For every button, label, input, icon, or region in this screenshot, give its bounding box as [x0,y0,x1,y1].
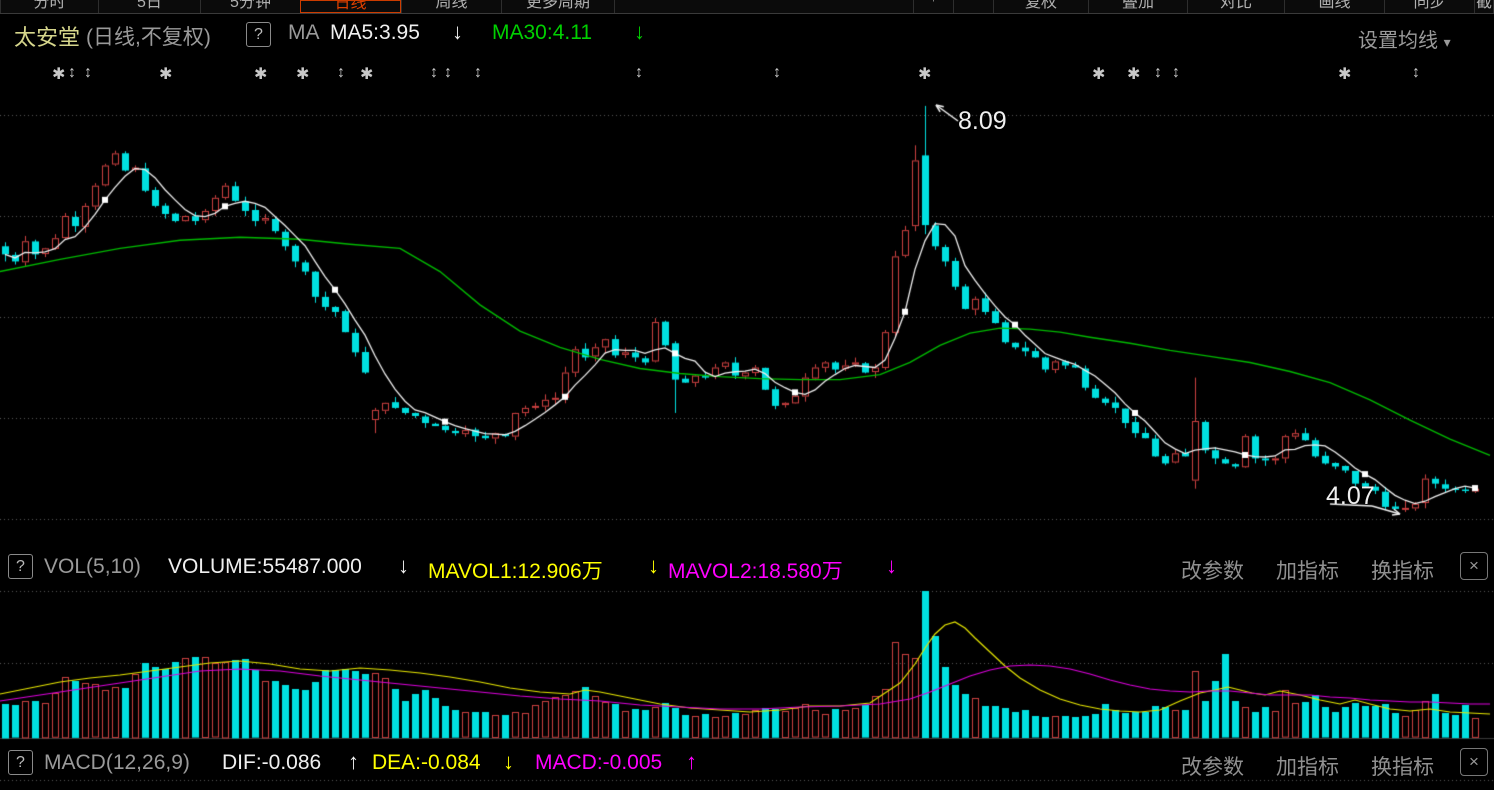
high-price-label: 8.09 [958,107,1007,135]
vol-close-icon[interactable]: × [1460,552,1488,580]
event-marker-star-icon[interactable]: ✱ [52,66,66,83]
macd-pane-actions: 改参数 加指标 换指标 [1181,751,1466,781]
toolbar-button-3[interactable]: 叠加 [1088,0,1187,13]
ma30-value: MA30:4.11 [492,21,593,44]
macd-up-arrow-icon: ↑ [686,749,697,774]
period-tabbar: 分时 5日 5分钟 日线 周线 更多周期 ↑ 复权 叠加 对比 画线 同步 截 [0,0,1494,14]
event-marker-updown-icon[interactable]: ↕ [430,64,438,81]
toolbar-button-5[interactable]: 画线 [1284,0,1384,13]
tab-5[interactable]: 更多周期 [501,0,615,13]
dea-down-arrow-icon: ↓ [503,749,514,774]
macd-close-icon[interactable]: × [1460,748,1488,776]
macd-indicator-name: MACD(12,26,9) [44,751,190,774]
action-换指标[interactable]: 换指标 [1371,756,1434,779]
toolbar-button-label: 复权 [1024,0,1057,11]
event-marker-updown-icon[interactable]: ↕ [1172,64,1180,81]
toolbar-button-label: 叠加 [1121,0,1154,11]
tab-label: 日线 [334,0,367,12]
toolbar-button-4[interactable]: 对比 [1187,0,1284,13]
event-marker-star-icon[interactable]: ✱ [918,66,932,83]
event-marker-star-icon[interactable]: ✱ [159,66,173,83]
action-加指标[interactable]: 加指标 [1276,756,1339,779]
tab-label: 分时 [33,0,66,11]
tab-label: 周线 [435,0,468,11]
toolbar-button-label: 画线 [1318,0,1351,11]
tab-label: 更多周期 [525,0,590,11]
event-marker-updown-icon[interactable]: ↕ [773,64,781,81]
ma5-down-arrow-icon: ↓ [452,19,463,44]
action-换指标[interactable]: 换指标 [1371,560,1434,583]
low-price-label: 4.07 [1326,482,1375,510]
toolbar-button-label: 截 [1475,0,1492,11]
event-marker-star-icon[interactable]: ✱ [1127,66,1141,83]
ma-group-label: MA [288,21,320,44]
period-tabs-left: 分时 5日 5分钟 日线 周线 更多周期 [0,0,615,13]
dif-up-arrow-icon: ↑ [348,749,359,774]
event-marker-updown-icon[interactable]: ↕ [1154,64,1162,81]
tab-label: 5日 [137,0,162,11]
event-marker-star-icon[interactable]: ✱ [360,66,374,83]
event-marker-updown-icon[interactable]: ↕ [444,64,452,81]
action-加指标[interactable]: 加指标 [1276,560,1339,583]
toolbar-button-label: 同步 [1413,0,1446,11]
vol-indicator-name: VOL(5,10) [44,555,141,578]
toolbar-button-6[interactable]: 同步 [1384,0,1474,13]
macd-value: MACD:-0.005 [535,751,663,774]
volume-down-arrow-icon: ↓ [398,553,409,578]
event-marker-star-icon[interactable]: ✱ [296,66,310,83]
event-marker-star-icon[interactable]: ✱ [1092,66,1106,83]
event-marker-updown-icon[interactable]: ↕ [635,64,643,81]
macd-help-icon[interactable]: ? [8,750,33,775]
tab-label: 5分钟 [230,0,271,11]
event-marker-updown-icon[interactable]: ↕ [84,64,92,81]
mavol1-value: MAVOL1:12.906万 [428,560,603,583]
ma-settings-button[interactable]: 设置均线 ▾ [1358,24,1451,53]
vol-help-icon[interactable]: ? [8,554,33,579]
mavol2-down-arrow-icon: ↓ [886,553,897,578]
caret-down-icon: ▾ [1443,34,1451,50]
toolbar-button-7[interactable]: 截 [1474,0,1494,13]
ma-help-icon[interactable]: ? [246,22,271,47]
toolbar-button-2[interactable]: 复权 [993,0,1088,13]
chart-tools-right: ↑ 复权 叠加 对比 画线 同步 截 [913,0,1494,13]
toolbar-button-label: ↑ [914,0,953,6]
action-改参数[interactable]: 改参数 [1181,560,1244,583]
tab-0[interactable]: 分时 [0,0,98,13]
action-改参数[interactable]: 改参数 [1181,756,1244,779]
volume-value: VOLUME:55487.000 [168,555,362,578]
stock-name: 太安堂 [14,25,81,50]
period-note: (日线,不复权) [86,26,211,49]
tab-active-3[interactable]: 日线 [300,0,401,13]
toolbar-button-label: 对比 [1219,0,1252,11]
event-marker-updown-icon[interactable]: ↕ [337,64,345,81]
ma5-value: MA5:3.95 [330,21,420,44]
ma30-down-arrow-icon: ↓ [634,19,645,44]
vol-pane-actions: 改参数 加指标 换指标 [1181,555,1466,585]
ma-settings-label: 设置均线 [1358,30,1438,52]
toolbar-button-0[interactable]: ↑ [913,0,953,13]
mavol2-value: MAVOL2:18.580万 [668,560,843,583]
event-marker-updown-icon[interactable]: ↕ [68,64,76,81]
toolbar-button-1[interactable] [953,0,993,13]
mavol1-down-arrow-icon: ↓ [648,553,659,578]
dea-value: DEA:-0.084 [372,751,481,774]
tab-1[interactable]: 5日 [98,0,200,13]
event-marker-updown-icon[interactable]: ↕ [1412,64,1420,81]
dif-value: DIF:-0.086 [222,751,322,774]
event-marker-star-icon[interactable]: ✱ [1338,66,1352,83]
tab-2[interactable]: 5分钟 [200,0,300,13]
event-marker-star-icon[interactable]: ✱ [254,66,268,83]
event-marker-updown-icon[interactable]: ↕ [474,64,482,81]
tab-4[interactable]: 周线 [401,0,501,13]
